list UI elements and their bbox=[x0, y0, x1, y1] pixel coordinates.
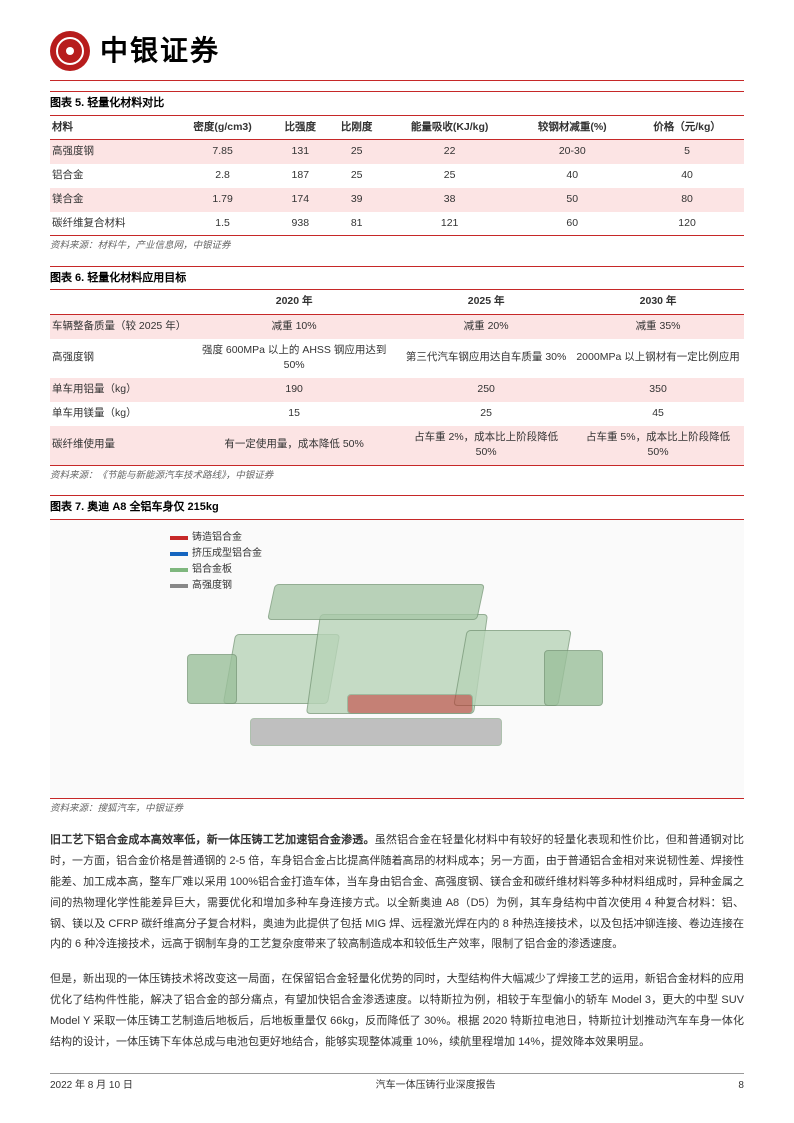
company-logo bbox=[50, 31, 90, 71]
table5-cell: 1.79 bbox=[173, 188, 272, 212]
table5-cell: 高强度钢 bbox=[50, 140, 173, 164]
table6-cell: 占车重 5%，成本比上阶段降低 50% bbox=[572, 426, 744, 466]
legend-item: 挤压成型铝合金 bbox=[170, 546, 262, 562]
table5-cell: 187 bbox=[272, 164, 328, 188]
table6-col-header: 2020 年 bbox=[188, 290, 400, 315]
paragraph-2: 但是，新出现的一体压铸技术将改变这一局面，在保留铝合金轻量化优势的同时，大型结构… bbox=[50, 969, 744, 1053]
table6-cell: 单车用铝量（kg） bbox=[50, 378, 188, 402]
table5-cell: 镁合金 bbox=[50, 188, 173, 212]
footer-page: 8 bbox=[738, 1078, 744, 1093]
table5-cell: 2.8 bbox=[173, 164, 272, 188]
legend-swatch bbox=[170, 584, 188, 588]
table5: 材料密度(g/cm3)比强度比刚度能量吸收(KJ/kg)较钢材减重(%)价格（元… bbox=[50, 115, 744, 237]
table5-cell: 1.5 bbox=[173, 212, 272, 236]
table6-source: 资料来源：《节能与新能源汽车技术路线》，中银证券 bbox=[50, 469, 744, 483]
table6-title: 图表 6. 轻量化材料应用目标 bbox=[50, 266, 744, 290]
table5-cell: 938 bbox=[272, 212, 328, 236]
paragraph-1: 旧工艺下铝合金成本高效率低，新一体压铸工艺加速铝合金渗透。虽然铝合金在轻量化材料… bbox=[50, 830, 744, 955]
table6-cell: 2000MPa 以上钢材有一定比例应用 bbox=[572, 339, 744, 379]
table5-cell: 25 bbox=[385, 164, 515, 188]
table5-cell: 40 bbox=[514, 164, 630, 188]
page-header: 中银证券 bbox=[50, 30, 744, 81]
table6-col-header: 2030 年 bbox=[572, 290, 744, 315]
page-footer: 2022 年 8 月 10 日 汽车一体压铸行业深度报告 8 bbox=[50, 1073, 744, 1093]
table5-cell: 174 bbox=[272, 188, 328, 212]
table6-cell: 350 bbox=[572, 378, 744, 402]
table6-col-header bbox=[50, 290, 188, 315]
fig7-diagram: 铸造铝合金挤压成型铝合金铝合金板高强度钢 bbox=[50, 519, 744, 799]
table6-cell: 15 bbox=[188, 402, 400, 426]
table6-cell: 有一定使用量，成本降低 50% bbox=[188, 426, 400, 466]
table6-cell: 减重 35% bbox=[572, 314, 744, 338]
fig7-title: 图表 7. 奥迪 A8 全铝车身仅 215kg bbox=[50, 495, 744, 519]
table6-cell: 第三代汽车钢应用达自车质量 30% bbox=[400, 339, 572, 379]
table5-cell: 131 bbox=[272, 140, 328, 164]
fig7-source: 资料来源：搜狐汽车，中银证券 bbox=[50, 802, 744, 816]
table5-col-header: 能量吸收(KJ/kg) bbox=[385, 115, 515, 140]
table6-cell: 45 bbox=[572, 402, 744, 426]
table5-cell: 121 bbox=[385, 212, 515, 236]
table6-col-header: 2025 年 bbox=[400, 290, 572, 315]
table5-cell: 碳纤维复合材料 bbox=[50, 212, 173, 236]
table5-cell: 7.85 bbox=[173, 140, 272, 164]
table5-cell: 80 bbox=[630, 188, 744, 212]
table5-cell: 50 bbox=[514, 188, 630, 212]
table5-col-header: 价格（元/kg） bbox=[630, 115, 744, 140]
table5-cell: 60 bbox=[514, 212, 630, 236]
table6-cell: 250 bbox=[400, 378, 572, 402]
legend-label: 挤压成型铝合金 bbox=[192, 546, 262, 562]
car-exploded-view bbox=[187, 574, 607, 774]
legend-swatch bbox=[170, 552, 188, 556]
table6-cell: 单车用镁量（kg） bbox=[50, 402, 188, 426]
table6-cell: 车辆整备质量（较 2025 年） bbox=[50, 314, 188, 338]
table6-cell: 25 bbox=[400, 402, 572, 426]
company-name: 中银证券 bbox=[100, 30, 220, 72]
legend-swatch bbox=[170, 536, 188, 540]
table5-cell: 39 bbox=[328, 188, 384, 212]
para1-bold: 旧工艺下铝合金成本高效率低，新一体压铸工艺加速铝合金渗透。 bbox=[50, 834, 375, 846]
table5-cell: 5 bbox=[630, 140, 744, 164]
table5-cell: 38 bbox=[385, 188, 515, 212]
footer-title: 汽车一体压铸行业深度报告 bbox=[376, 1078, 496, 1093]
legend-label: 铸造铝合金 bbox=[192, 530, 242, 546]
table5-cell: 25 bbox=[328, 164, 384, 188]
table5-cell: 25 bbox=[328, 140, 384, 164]
table5-col-header: 比强度 bbox=[272, 115, 328, 140]
table5-cell: 铝合金 bbox=[50, 164, 173, 188]
table5-cell: 120 bbox=[630, 212, 744, 236]
table5-col-header: 比刚度 bbox=[328, 115, 384, 140]
table6: 2020 年2025 年2030 年 车辆整备质量（较 2025 年）减重 10… bbox=[50, 289, 744, 466]
table6-cell: 减重 10% bbox=[188, 314, 400, 338]
table5-title: 图表 5. 轻量化材料对比 bbox=[50, 91, 744, 115]
legend-swatch bbox=[170, 568, 188, 572]
table6-cell: 碳纤维使用量 bbox=[50, 426, 188, 466]
para1-text: 虽然铝合金在轻量化材料中有较好的轻量化表现和性价比，但和普通钢对比时，一方面，铝… bbox=[50, 834, 744, 950]
table5-col-header: 密度(g/cm3) bbox=[173, 115, 272, 140]
table5-col-header: 材料 bbox=[50, 115, 173, 140]
legend-item: 铸造铝合金 bbox=[170, 530, 262, 546]
table6-cell: 190 bbox=[188, 378, 400, 402]
table6-cell: 占车重 2%，成本比上阶段降低 50% bbox=[400, 426, 572, 466]
table5-cell: 40 bbox=[630, 164, 744, 188]
footer-date: 2022 年 8 月 10 日 bbox=[50, 1078, 133, 1093]
table5-col-header: 较钢材减重(%) bbox=[514, 115, 630, 140]
table6-cell: 高强度钢 bbox=[50, 339, 188, 379]
table6-cell: 强度 600MPa 以上的 AHSS 钢应用达到 50% bbox=[188, 339, 400, 379]
table5-cell: 22 bbox=[385, 140, 515, 164]
table5-cell: 20-30 bbox=[514, 140, 630, 164]
table5-cell: 81 bbox=[328, 212, 384, 236]
table5-source: 资料来源：材料牛，产业信息网，中银证券 bbox=[50, 239, 744, 253]
table6-cell: 减重 20% bbox=[400, 314, 572, 338]
